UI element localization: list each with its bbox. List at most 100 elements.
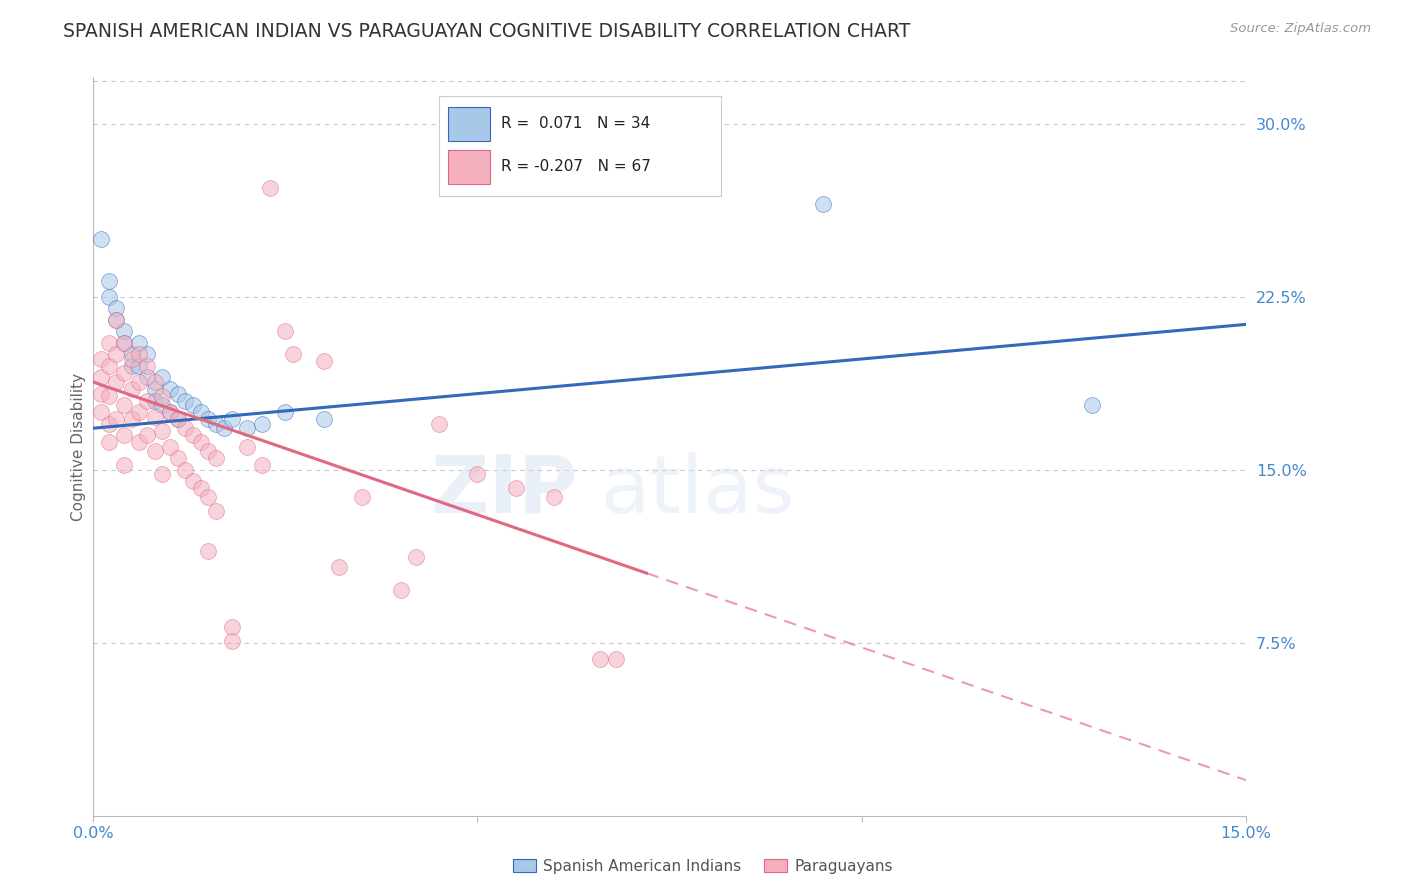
Point [143,375,166,389]
Point [221,633,243,648]
Point [252,458,274,472]
Text: atlas: atlas [600,452,794,530]
Point [150,424,173,438]
Point [221,620,243,634]
Point [252,417,274,431]
Point [150,389,173,403]
Point [505,481,527,495]
Point [97,417,120,431]
Point [90,351,112,366]
Point [105,312,128,326]
Point [136,428,159,442]
Point [205,417,228,431]
Point [150,370,173,384]
Text: Source: ZipAtlas.com: Source: ZipAtlas.com [1230,22,1371,36]
Point [105,301,128,316]
Point [205,451,228,466]
Point [150,398,173,412]
Point [236,421,259,435]
Point [236,440,259,454]
Point [136,359,159,373]
Point [90,370,112,384]
Point [174,421,197,435]
Point [97,435,120,450]
Point [159,382,181,396]
Point [174,393,197,408]
Point [405,550,427,565]
Point [181,398,204,412]
Point [389,582,412,597]
Point [112,428,135,442]
Point [105,347,128,361]
Point [112,398,135,412]
Point [143,409,166,424]
Point [197,491,219,505]
Point [190,481,212,495]
Point [143,393,166,408]
Point [1081,398,1104,412]
Point [97,273,120,287]
Text: SPANISH AMERICAN INDIAN VS PARAGUAYAN COGNITIVE DISABILITY CORRELATION CHART: SPANISH AMERICAN INDIAN VS PARAGUAYAN CO… [63,22,911,41]
Text: ZIP: ZIP [430,452,578,530]
Point [90,405,112,419]
Point [427,417,450,431]
Point [181,428,204,442]
Point [159,405,181,419]
Point [121,351,143,366]
Point [467,467,489,482]
Point [312,412,335,426]
Point [274,405,297,419]
Point [159,440,181,454]
Point [112,324,135,338]
Point [97,359,120,373]
Point [97,290,120,304]
Point [128,375,150,389]
Point [221,412,243,426]
Point [112,335,135,350]
Point [813,197,835,211]
Point [328,559,350,574]
Point [197,412,219,426]
Point [105,312,128,326]
Point [121,412,143,426]
Y-axis label: Cognitive Disability: Cognitive Disability [72,373,86,521]
Point [190,435,212,450]
Point [112,366,135,380]
Point [150,467,173,482]
Legend: Spanish American Indians, Paraguayans: Spanish American Indians, Paraguayans [506,853,900,880]
Point [212,421,235,435]
Point [205,504,228,518]
Point [259,181,281,195]
Point [128,359,150,373]
Point [90,232,112,246]
Point [181,475,204,489]
Point [128,405,150,419]
Point [197,444,219,458]
Point [143,382,166,396]
Point [174,463,197,477]
Point [105,375,128,389]
Point [605,652,627,666]
Point [128,435,150,450]
Point [136,370,159,384]
Point [128,335,150,350]
Point [166,412,188,426]
Point [105,412,128,426]
Point [121,382,143,396]
Point [136,347,159,361]
Point [143,444,166,458]
Point [136,393,159,408]
Point [312,354,335,368]
Point [121,347,143,361]
Point [190,405,212,419]
Point [166,451,188,466]
Point [166,386,188,401]
Point [281,347,304,361]
Point [90,386,112,401]
Point [166,412,188,426]
Point [128,347,150,361]
Point [97,389,120,403]
Point [589,652,612,666]
Point [97,335,120,350]
Point [112,458,135,472]
